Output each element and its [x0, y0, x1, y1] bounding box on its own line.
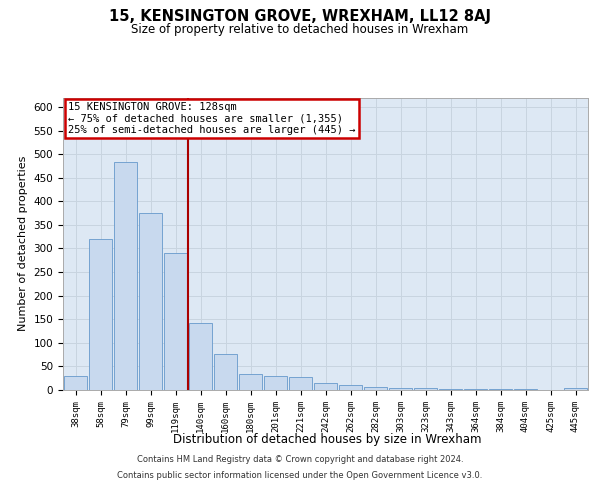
Bar: [339, 386, 362, 390]
Bar: [389, 388, 412, 390]
Bar: [314, 383, 337, 390]
Bar: [564, 388, 587, 390]
Bar: [164, 253, 187, 390]
Text: Distribution of detached houses by size in Wrexham: Distribution of detached houses by size …: [173, 432, 481, 446]
Text: Contains public sector information licensed under the Open Government Licence v3: Contains public sector information licen…: [118, 471, 482, 480]
Bar: [489, 389, 512, 390]
Bar: [264, 376, 287, 390]
Bar: [189, 322, 212, 390]
Bar: [64, 376, 87, 390]
Text: Size of property relative to detached houses in Wrexham: Size of property relative to detached ho…: [131, 22, 469, 36]
Bar: [139, 213, 162, 390]
Bar: [89, 239, 112, 390]
Text: 15 KENSINGTON GROVE: 128sqm
← 75% of detached houses are smaller (1,355)
25% of : 15 KENSINGTON GROVE: 128sqm ← 75% of det…: [68, 102, 356, 135]
Bar: [514, 389, 537, 390]
Text: Contains HM Land Registry data © Crown copyright and database right 2024.: Contains HM Land Registry data © Crown c…: [137, 455, 463, 464]
Bar: [464, 388, 487, 390]
Bar: [414, 388, 437, 390]
Text: 15, KENSINGTON GROVE, WREXHAM, LL12 8AJ: 15, KENSINGTON GROVE, WREXHAM, LL12 8AJ: [109, 9, 491, 24]
Y-axis label: Number of detached properties: Number of detached properties: [18, 156, 28, 332]
Bar: [114, 162, 137, 390]
Bar: [289, 377, 312, 390]
Bar: [439, 388, 462, 390]
Bar: [214, 354, 237, 390]
Bar: [364, 386, 387, 390]
Bar: [239, 374, 262, 390]
